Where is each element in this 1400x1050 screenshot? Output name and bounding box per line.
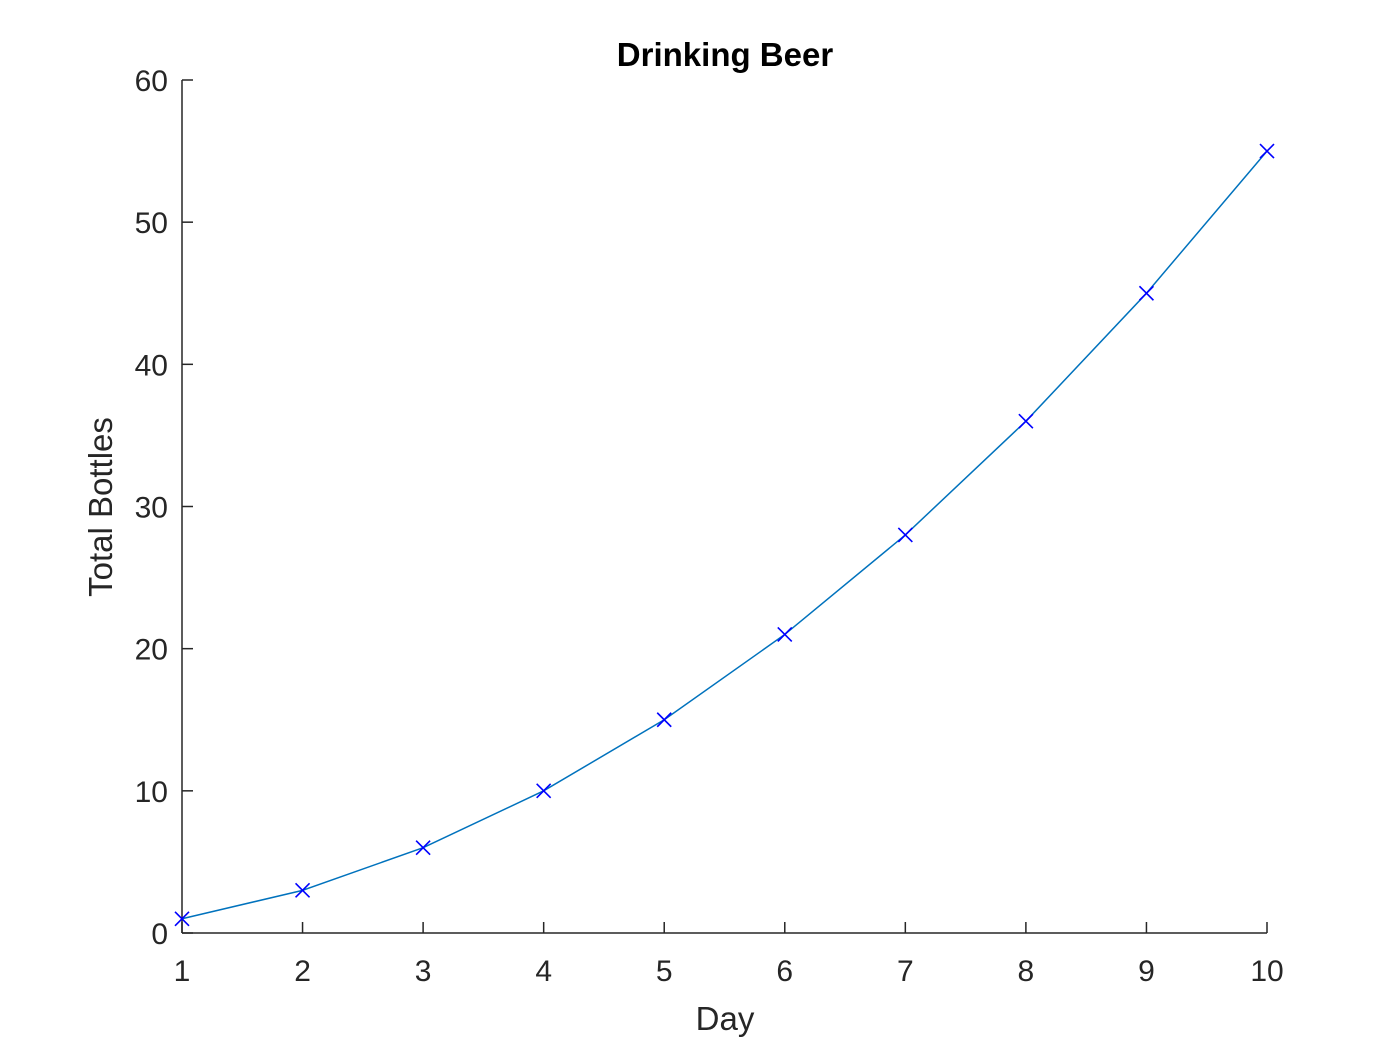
x-axis-label: Day [696,1000,755,1037]
data-point-marker [656,712,672,728]
y-tick-label: 30 [135,492,168,525]
x-tick-label: 9 [1138,955,1155,988]
y-tick-label: 10 [135,776,168,809]
y-tick-label: 50 [135,207,168,240]
data-point-marker [777,626,793,643]
x-tick-label: 8 [1018,955,1035,988]
x-tick-label: 6 [776,955,793,988]
y-tick-label: 60 [135,65,168,98]
data-point-marker [1259,143,1275,159]
data-point-marker [897,527,913,543]
data-point-marker [1138,285,1155,301]
data-point-marker [174,911,190,927]
y-tick-label: 20 [135,634,168,667]
axes: 1 2 3 4 5 6 7 8 9 10 0 10 20 30 40 50 60 [135,65,1284,988]
chart-title: Drinking Beer [617,36,834,73]
x-tick-label: 3 [415,955,432,988]
x-tick-label: 1 [174,955,191,988]
x-tick-label: 5 [656,955,673,988]
plot-area [174,143,1275,927]
x-tick-label: 4 [535,955,552,988]
x-tick-label: 2 [294,955,311,988]
data-point-marker [1018,413,1034,429]
x-tick-label: 7 [897,955,914,988]
data-point-marker [294,882,311,898]
data-point-marker [415,840,431,856]
y-tick-label: 40 [135,349,168,382]
data-point-marker [536,783,552,799]
x-tick-label: 10 [1250,955,1283,988]
series-line [181,150,1268,920]
y-axis-label: Total Bottles [82,417,119,597]
y-tick-label: 0 [151,918,168,951]
